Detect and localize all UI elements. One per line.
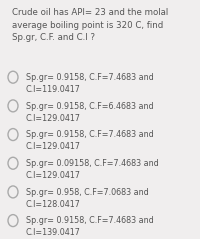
Text: Sp.gr= 0.9158, C.F=6.4683 and
C.I=129.0417: Sp.gr= 0.9158, C.F=6.4683 and C.I=129.04… xyxy=(26,102,154,123)
Text: Sp.gr= 0.9158, C.F=7.4683 and
C.I=139.0417: Sp.gr= 0.9158, C.F=7.4683 and C.I=139.04… xyxy=(26,216,154,237)
Text: Sp.gr= 0.9158, C.F=7.4683 and
C.I=119.0417: Sp.gr= 0.9158, C.F=7.4683 and C.I=119.04… xyxy=(26,73,154,94)
Text: Crude oil has API= 23 and the molal
average boiling point is 320 C, find
Sp.gr, : Crude oil has API= 23 and the molal aver… xyxy=(12,8,168,42)
Text: Sp.gr= 0.9158, C.F=7.4683 and
C.I=129.0417: Sp.gr= 0.9158, C.F=7.4683 and C.I=129.04… xyxy=(26,130,154,151)
Text: Sp.gr= 0.958, C.F=7.0683 and
C.I=128.0417: Sp.gr= 0.958, C.F=7.0683 and C.I=128.041… xyxy=(26,188,149,209)
Text: Sp.gr= 0.09158, C.F=7.4683 and
C.I=129.0417: Sp.gr= 0.09158, C.F=7.4683 and C.I=129.0… xyxy=(26,159,159,180)
